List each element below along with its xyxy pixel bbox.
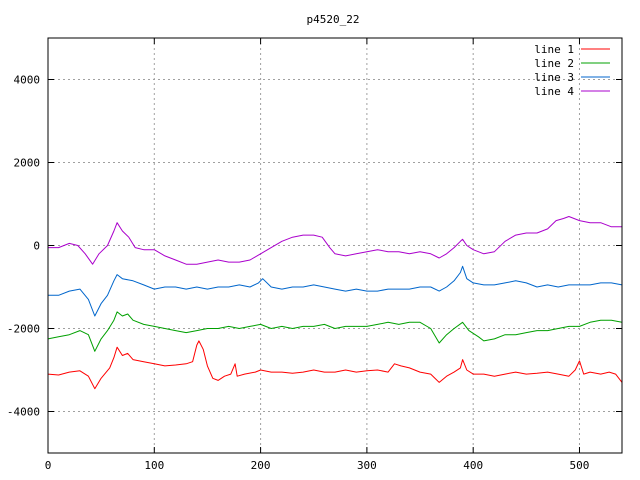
y-tick-label: 4000 [14, 74, 41, 87]
x-tick-label: 500 [570, 459, 590, 472]
series-line-1 [47, 340, 623, 390]
legend-label-line-3: line 3 [534, 71, 574, 84]
y-tick-label: -4000 [7, 406, 40, 419]
series-layer [47, 216, 623, 390]
x-tick-label: 0 [45, 459, 52, 472]
series-line-4 [48, 216, 622, 265]
x-tick-label: 200 [251, 459, 271, 472]
y-tick-label: 0 [33, 240, 40, 253]
x-tick-label: 400 [463, 459, 483, 472]
y-tick-label: -2000 [7, 323, 40, 336]
series-line-3 [48, 265, 623, 317]
series-line-2 [47, 311, 623, 352]
legend-label-line-2: line 2 [534, 57, 574, 70]
legend-label-line-4: line 4 [534, 85, 574, 98]
x-tick-label: 300 [357, 459, 377, 472]
chart-title: p4520_22 [307, 13, 360, 26]
y-tick-label: 2000 [14, 157, 41, 170]
x-tick-label: 100 [144, 459, 164, 472]
axis-ticks: 0 100 200 300 400 500 -4000 -2000 0 2000 4000 [7, 38, 622, 472]
legend-label-line-1: line 1 [534, 43, 574, 56]
